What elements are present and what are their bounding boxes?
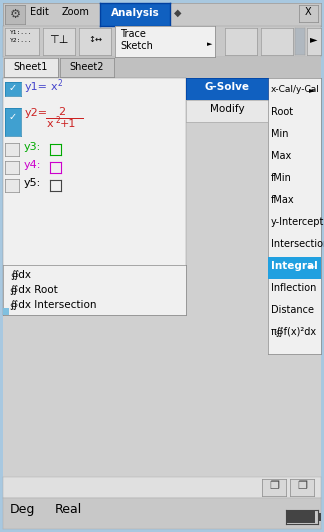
- Text: Sketch: Sketch: [120, 41, 153, 51]
- Text: y2=: y2=: [25, 108, 48, 118]
- Text: ⚙: ⚙: [9, 8, 21, 21]
- Text: Inflection: Inflection: [271, 283, 316, 293]
- Text: Y2:...: Y2:...: [10, 38, 32, 43]
- Text: ✓: ✓: [9, 112, 17, 122]
- Text: ✓: ✓: [9, 83, 17, 93]
- Text: 2: 2: [55, 116, 60, 125]
- Text: Real: Real: [55, 503, 82, 516]
- Text: ►: ►: [308, 85, 315, 94]
- Text: x: x: [51, 82, 58, 92]
- Text: Deg: Deg: [10, 503, 35, 516]
- Text: Edit: Edit: [30, 7, 49, 17]
- Text: 2: 2: [58, 79, 63, 88]
- Text: Modify: Modify: [210, 104, 244, 114]
- Text: y1=: y1=: [25, 82, 48, 92]
- Text: x-Cal/y-Cal: x-Cal/y-Cal: [271, 85, 320, 94]
- Text: ❐: ❐: [297, 481, 307, 491]
- Text: fMin: fMin: [271, 173, 292, 183]
- Text: Sheet2: Sheet2: [70, 62, 104, 72]
- Text: ►: ►: [207, 41, 212, 47]
- Text: ↕↔: ↕↔: [88, 36, 102, 45]
- Text: x: x: [47, 119, 54, 129]
- Text: Integral: Integral: [271, 261, 318, 271]
- Text: x: x: [314, 375, 318, 384]
- Text: Min: Min: [271, 129, 288, 139]
- Text: Distance: Distance: [271, 305, 314, 315]
- Text: Trace: Trace: [120, 29, 146, 39]
- Text: Sheet1: Sheet1: [14, 62, 48, 72]
- Text: ∯dx Intersection: ∯dx Intersection: [10, 300, 97, 310]
- Text: ►: ►: [310, 34, 318, 44]
- Text: ∯dx: ∯dx: [10, 270, 31, 280]
- Text: y4:: y4:: [24, 160, 41, 170]
- Text: y3:: y3:: [24, 142, 41, 152]
- Text: ⊤⊥: ⊤⊥: [49, 35, 69, 45]
- Text: ◆: ◆: [174, 8, 181, 18]
- Text: Analysis: Analysis: [110, 8, 159, 18]
- Text: Y1:...: Y1:...: [10, 30, 32, 35]
- Text: ►: ►: [308, 261, 315, 270]
- Text: Root: Root: [271, 107, 293, 117]
- Text: X: X: [305, 7, 311, 17]
- Text: Max: Max: [271, 151, 291, 161]
- Text: 2: 2: [58, 107, 65, 117]
- Text: Zoom: Zoom: [62, 7, 90, 17]
- Text: y5:: y5:: [24, 178, 41, 188]
- Text: π∯f(x)²dx: π∯f(x)²dx: [271, 327, 317, 337]
- Text: +1: +1: [60, 119, 76, 129]
- Text: ❐: ❐: [269, 481, 279, 491]
- Text: G-Solve: G-Solve: [204, 82, 249, 92]
- Text: Intersection: Intersection: [271, 239, 324, 249]
- Text: fMax: fMax: [271, 195, 295, 205]
- Text: ∯dx Root: ∯dx Root: [10, 285, 58, 295]
- Text: y-Intercept: y-Intercept: [271, 217, 324, 227]
